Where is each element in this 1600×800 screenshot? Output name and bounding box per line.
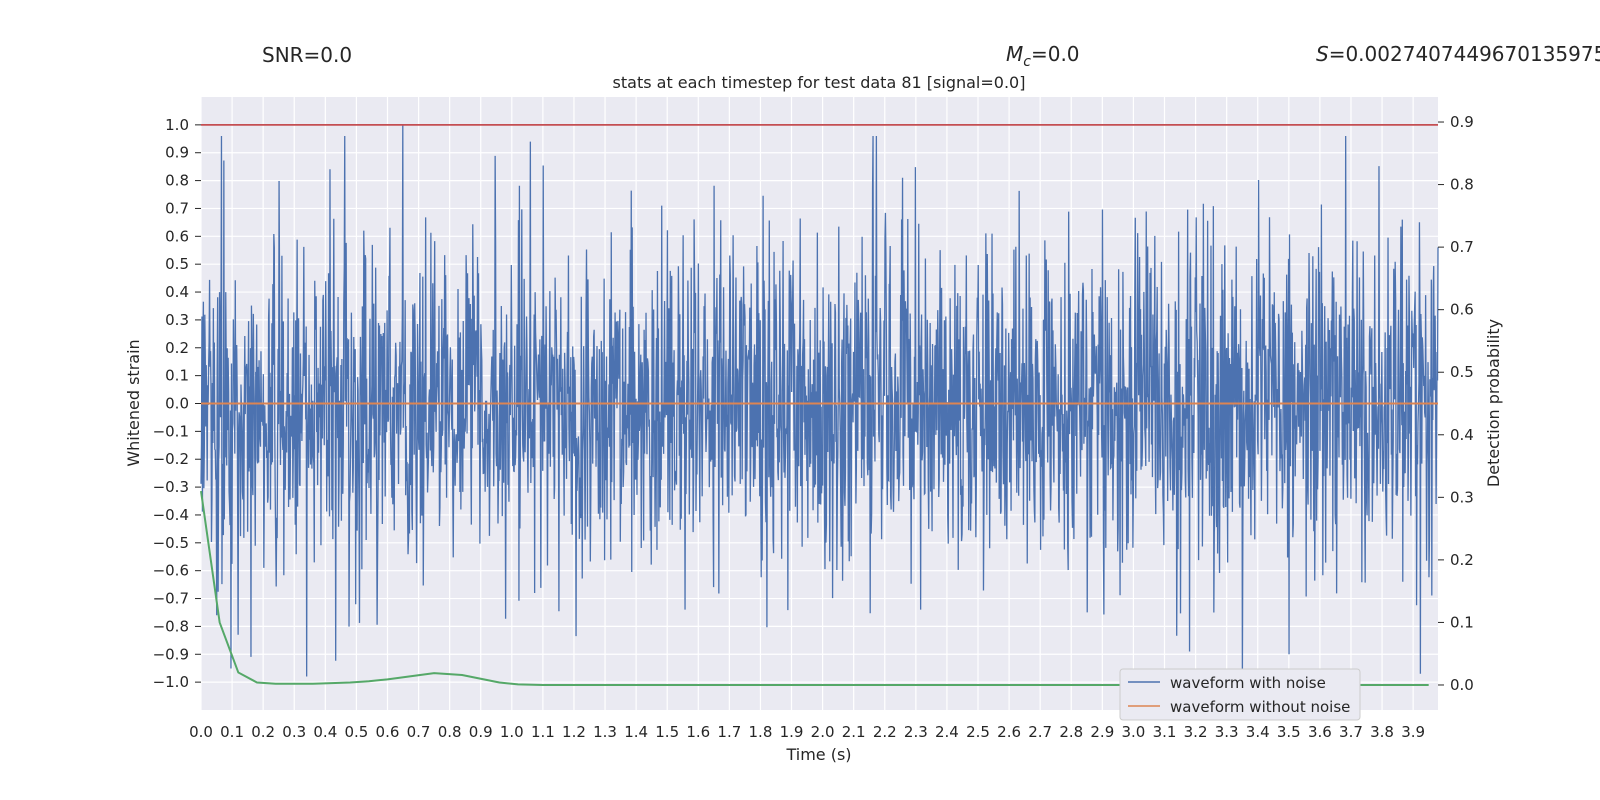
x-tick-label: 2.8: [1059, 723, 1083, 741]
y2-axis-label: Detection probability: [1484, 319, 1503, 487]
y-tick-label: 0.2: [165, 339, 189, 357]
x-tick-label: 1.7: [717, 723, 741, 741]
y-tick-label: 0.5: [165, 255, 189, 273]
y2-axis-ticks: 0.9 0.8 0.7 0.6 0.5 0.4 0.3 0.2 0.1 0.0: [1438, 113, 1474, 694]
x-tick-label: 1.0: [500, 723, 524, 741]
y-tick-label: −0.1: [153, 422, 189, 440]
series-detection-probability: [200, 490, 1429, 686]
x-tick-label: 3.2: [1184, 723, 1208, 741]
x-tick-label: 2.1: [842, 723, 866, 741]
x-tick-label: 3.4: [1246, 723, 1270, 741]
y2-tick-label: 0.2: [1450, 551, 1474, 569]
x-tick-label: 1.4: [624, 723, 648, 741]
x-tick-label: 3.7: [1339, 723, 1363, 741]
y2-tick-label: 0.8: [1450, 176, 1474, 194]
y2-tick-label: 0.1: [1450, 613, 1474, 631]
y-axis-label: Whitened strain: [124, 339, 143, 466]
x-axis-ticks: 0.0 0.1 0.2 0.3 0.4 0.5 0.6 0.7 0.8 0.9 1.0 1.1 1.2 1…: [189, 723, 1425, 741]
y-axis-ticks: 1.0 0.9 0.8 0.7 0.6 0.5 0.4 0.3 0.2 0.1 0.0 −0.1 −0.…: [153, 116, 201, 691]
mc-label: Mc=0.0: [1006, 42, 1080, 70]
detection-probability-line: [200, 490, 1429, 686]
x-tick-label: 1.8: [749, 723, 773, 741]
x-tick-label: 1.6: [686, 723, 710, 741]
y2-tick-label: 0.5: [1450, 363, 1474, 381]
waveform-with-noise-line: [200, 124, 1439, 677]
legend: waveform with noise waveform without noi…: [1119, 668, 1361, 721]
y2-tick-label: 0.4: [1450, 426, 1474, 444]
y-tick-label: −0.4: [153, 506, 189, 524]
y-tick-label: −0.5: [153, 534, 189, 552]
x-tick-label: 3.8: [1370, 723, 1394, 741]
y-tick-label: 0.7: [165, 199, 189, 217]
x-tick-label: 2.0: [811, 723, 835, 741]
y2-tick-label: 0.3: [1450, 488, 1474, 506]
mc-symbol: M: [1006, 42, 1023, 66]
y-tick-label: 0.3: [165, 311, 189, 329]
y2-tick-label: 0.7: [1450, 238, 1474, 256]
x-tick-label: 2.4: [935, 723, 959, 741]
x-tick-label: 3.6: [1308, 723, 1332, 741]
x-tick-label: 0.3: [282, 723, 306, 741]
y-tick-label: 0.4: [165, 283, 189, 301]
x-tick-label: 0.5: [344, 723, 368, 741]
x-axis-label: Time (s): [785, 745, 851, 764]
x-tick-label: 3.1: [1153, 723, 1177, 741]
y-tick-label: 0.0: [165, 395, 189, 413]
x-tick-label: 3.3: [1215, 723, 1239, 741]
x-tick-label: 2.5: [966, 723, 990, 741]
x-tick-label: 0.1: [220, 723, 244, 741]
y-tick-label: −1.0: [153, 673, 189, 691]
x-tick-label: 0.7: [407, 723, 431, 741]
y-tick-label: 0.1: [165, 367, 189, 385]
s-value: =0.0027407449670135975: [1329, 42, 1600, 66]
s-label: S=0.0027407449670135975: [1316, 42, 1600, 66]
x-tick-label: 1.5: [655, 723, 679, 741]
x-tick-label: 0.0: [189, 723, 213, 741]
x-tick-label: 2.9: [1090, 723, 1114, 741]
y-tick-label: −0.3: [153, 478, 189, 496]
legend-box: [1119, 668, 1361, 721]
x-tick-label: 3.5: [1277, 723, 1301, 741]
x-tick-label: 0.8: [438, 723, 462, 741]
legend-entry-noise: waveform with noise: [1170, 674, 1326, 692]
y-tick-label: 0.8: [165, 172, 189, 190]
x-tick-label: 2.7: [1028, 723, 1052, 741]
y2-tick-label: 0.0: [1450, 676, 1474, 694]
y-tick-label: −0.8: [153, 617, 189, 635]
y-tick-label: −0.9: [153, 645, 189, 663]
x-tick-label: 2.3: [904, 723, 928, 741]
mc-subscript: c: [1023, 54, 1031, 70]
chart-title: stats at each timestep for test data 81 …: [613, 73, 1026, 92]
legend-entry-clean: waveform without noise: [1170, 698, 1350, 716]
s-symbol: S: [1316, 42, 1329, 66]
x-tick-label: 2.6: [997, 723, 1021, 741]
x-tick-label: 0.2: [251, 723, 275, 741]
y-tick-label: −0.7: [153, 590, 189, 608]
x-tick-label: 3.0: [1121, 723, 1145, 741]
y-tick-label: 0.9: [165, 144, 189, 162]
y-tick-label: −0.2: [153, 450, 189, 468]
x-tick-label: 0.9: [469, 723, 493, 741]
y2-tick-label: 0.9: [1450, 113, 1474, 131]
x-tick-label: 0.6: [376, 723, 400, 741]
y-tick-label: 0.6: [165, 227, 189, 245]
x-tick-label: 1.9: [780, 723, 804, 741]
x-tick-label: 1.3: [593, 723, 617, 741]
y2-tick-label: 0.6: [1450, 301, 1474, 319]
snr-label: SNR=0.0: [262, 43, 352, 67]
x-tick-label: 2.2: [873, 723, 897, 741]
series-waveform-with-noise: [200, 124, 1439, 677]
y-tick-label: 1.0: [165, 116, 189, 134]
y-tick-label: −0.6: [153, 562, 189, 580]
x-tick-label: 1.2: [562, 723, 586, 741]
x-tick-label: 0.4: [313, 723, 337, 741]
x-tick-label: 1.1: [531, 723, 555, 741]
mc-value: =0.0: [1031, 42, 1080, 66]
x-tick-label: 3.9: [1401, 723, 1425, 741]
